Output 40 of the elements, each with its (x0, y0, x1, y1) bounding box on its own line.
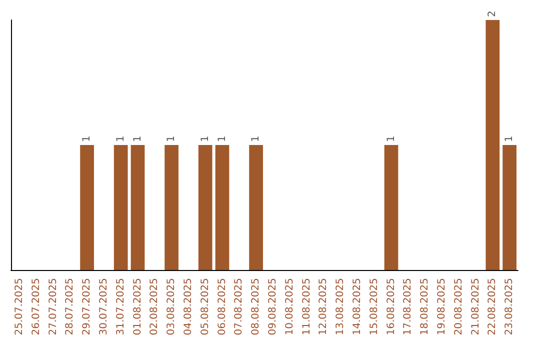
data-label: 1 (250, 136, 262, 142)
x-tick-label: 08.08.2025 (250, 278, 262, 336)
x-tick-label: 23.08.2025 (504, 278, 516, 336)
data-label: 1 (216, 136, 228, 142)
x-tick-label: 14.08.2025 (352, 278, 363, 336)
x-tick-label: 20.08.2025 (453, 278, 464, 336)
x-tick-label: 06.08.2025 (216, 278, 228, 336)
x-tick-label: 17.08.2025 (402, 278, 414, 336)
x-tick-label: 12.08.2025 (318, 278, 330, 336)
x-tick-label: 18.08.2025 (420, 278, 431, 336)
x-tick-label: 21.08.2025 (470, 278, 482, 336)
x-tick-label: 10.08.2025 (284, 278, 296, 336)
x-tick-label: 11.08.2025 (301, 278, 312, 336)
x-tick-label: 26.07.2025 (30, 278, 42, 336)
x-tick-label: 19.08.2025 (436, 278, 448, 336)
x-tick-label: 13.08.2025 (335, 278, 346, 336)
x-tick-label: 01.08.2025 (132, 278, 144, 336)
data-label: 1 (115, 136, 126, 142)
x-tick-label: 16.08.2025 (386, 278, 397, 336)
data-label: 2 (487, 10, 498, 17)
data-label: 1 (82, 136, 93, 142)
x-tick-label: 09.08.2025 (267, 278, 278, 336)
x-tick-label: 28.07.2025 (64, 278, 76, 336)
data-label: 1 (132, 136, 144, 142)
x-tick-label: 29.07.2025 (82, 278, 93, 336)
data-label: 1 (386, 136, 397, 142)
data-label: 1 (504, 136, 516, 142)
x-tick-label: 04.08.2025 (182, 278, 194, 336)
x-tick-label: 30.07.2025 (98, 278, 110, 336)
x-tick-label: 05.08.2025 (200, 278, 211, 336)
data-label: 1 (166, 136, 178, 142)
data-label: 1 (200, 136, 211, 142)
x-tick-label: 07.08.2025 (234, 278, 245, 336)
x-tick-label: 27.07.2025 (48, 278, 59, 336)
x-tick-label: 02.08.2025 (149, 278, 160, 336)
x-tick-label: 03.08.2025 (166, 278, 178, 336)
x-tick-label: 22.08.2025 (487, 278, 498, 336)
x-tick-label: 25.07.2025 (14, 278, 25, 336)
x-tick-label: 15.08.2025 (368, 278, 380, 336)
x-tick-label: 31.07.2025 (115, 278, 126, 336)
